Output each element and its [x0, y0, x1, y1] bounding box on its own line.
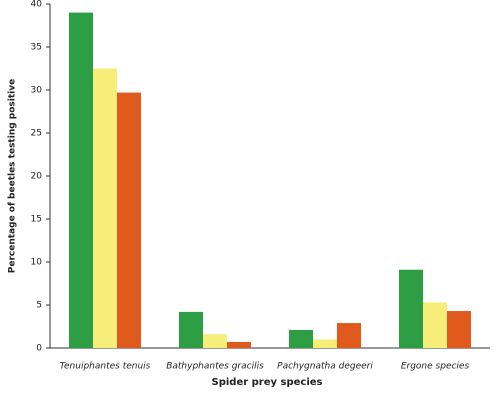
- bar: [423, 302, 447, 348]
- bar: [289, 329, 313, 348]
- y-tick-label: 35: [31, 43, 42, 53]
- bar: [179, 311, 203, 348]
- x-tick-label: Bathyphantes gracilis: [166, 362, 264, 372]
- y-axis-title: Percentage of beetles testing positive: [8, 79, 18, 273]
- bar: [337, 323, 361, 348]
- y-tick-label: 30: [31, 86, 43, 96]
- x-axis-title: Spider prey species: [212, 377, 323, 388]
- y-tick-label: 40: [31, 0, 43, 10]
- bar: [227, 341, 251, 348]
- bar: [69, 12, 93, 348]
- y-tick-label: 15: [31, 215, 42, 225]
- bar: [93, 68, 117, 348]
- bar: [117, 92, 141, 348]
- y-tick-label: 5: [36, 301, 42, 311]
- y-tick-label: 10: [31, 258, 43, 268]
- bar: [399, 269, 423, 348]
- x-tick-label: Ergone species: [401, 362, 470, 372]
- y-tick-label: 0: [36, 344, 42, 354]
- bar: [447, 311, 471, 348]
- bar: [203, 334, 227, 348]
- x-tick-label: Tenuiphantes tenuis: [60, 362, 151, 372]
- y-tick-label: 25: [31, 129, 42, 139]
- x-tick-label: Pachygnatha degeeri: [277, 362, 373, 372]
- bar: [313, 339, 337, 348]
- y-tick-label: 20: [31, 172, 43, 182]
